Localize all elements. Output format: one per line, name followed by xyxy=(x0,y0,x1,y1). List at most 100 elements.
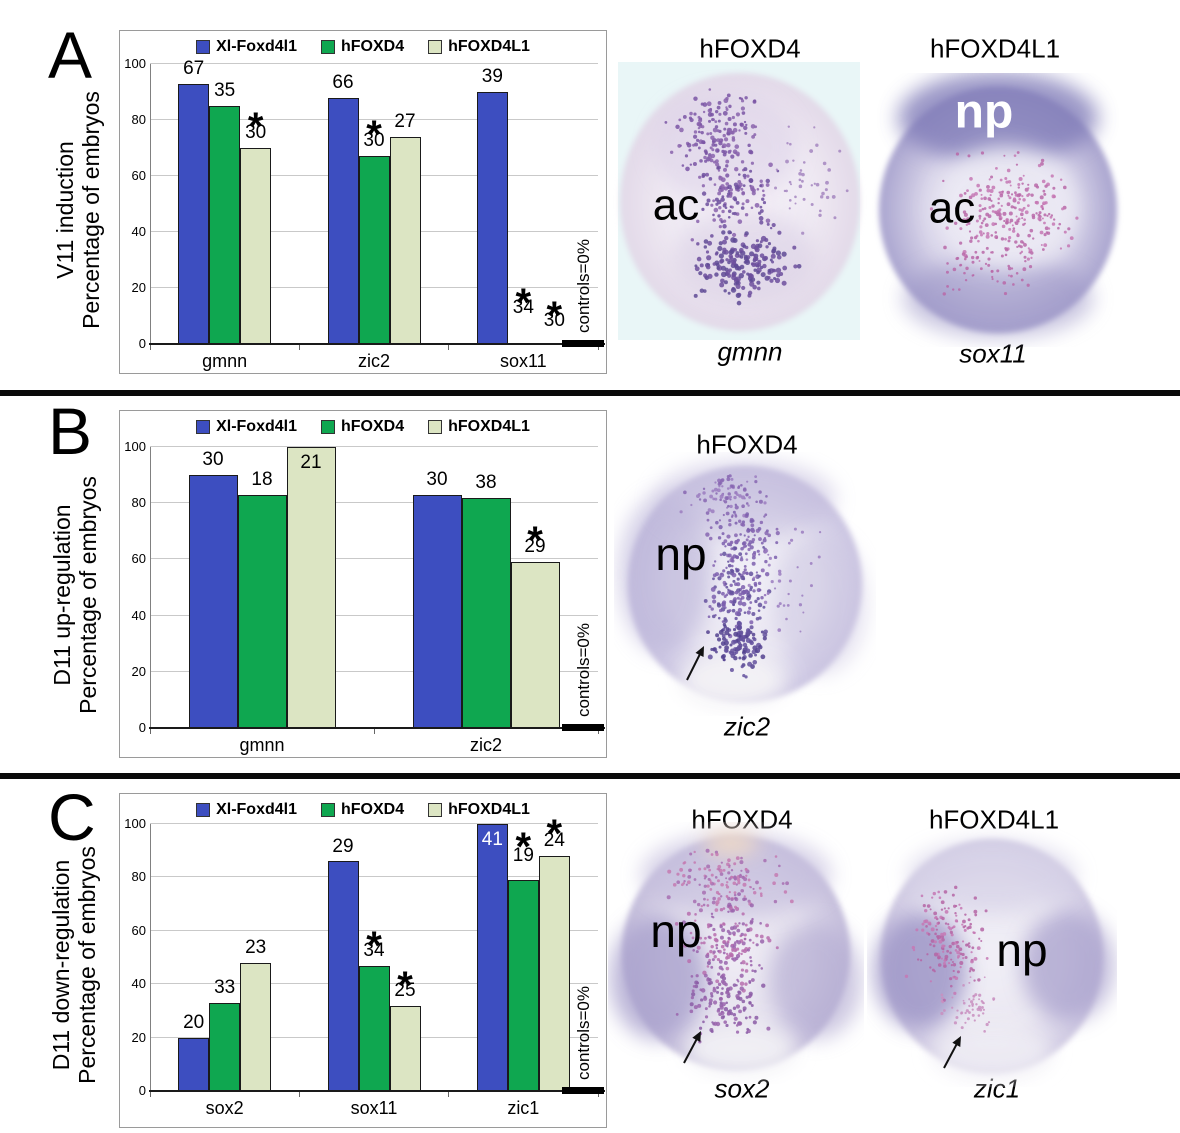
legend-item: hFOXD4L1 xyxy=(428,418,530,436)
embryo-caption-a2: sox11 xyxy=(959,338,1027,369)
bar-value-label: 20 xyxy=(183,1011,205,1033)
y-axis-label-b-line1: D11 up-regulation xyxy=(49,504,75,686)
legend-label: hFOXD4L1 xyxy=(448,801,530,818)
bar-hFOXD4-sox11 xyxy=(358,965,390,1091)
y-axis-label-b-line2: Percentage of embryos xyxy=(75,476,101,714)
x-axis-line xyxy=(149,727,605,729)
bar-Xl-Foxd4l1-sox2 xyxy=(178,1037,210,1091)
bar-Xl-Foxd4l1-gmnn xyxy=(188,475,238,728)
y-axis-label-a-line1: V11 induction xyxy=(52,141,78,279)
significance-asterisk: * xyxy=(247,105,264,149)
embryo-title-c2: hFOXD4L1 xyxy=(928,804,1060,835)
x-axis-line xyxy=(149,1090,605,1092)
bar-Xl-Foxd4l1-gmnn xyxy=(178,83,210,344)
x-axis-tick xyxy=(448,1092,450,1097)
legend-item: hFOXD4L1 xyxy=(428,38,530,56)
panel-letter-a: A xyxy=(48,18,93,92)
x-tick-label: zic2 xyxy=(357,351,390,371)
legend-label: hFOXD4L1 xyxy=(448,38,530,55)
x-axis-tick xyxy=(597,729,599,734)
y-axis-label-c: D11 down-regulation Percentage of embryo… xyxy=(48,846,100,1084)
panel-separator xyxy=(0,773,1180,779)
legend-label: hFOXD4L1 xyxy=(448,418,530,435)
legend-label: Xl-Foxd4l1 xyxy=(216,38,297,55)
y-axis-label-c-line2: Percentage of embryos xyxy=(74,846,100,1084)
bar-hFOXD4-zic1 xyxy=(507,880,539,1091)
x-axis-tick xyxy=(298,345,300,350)
legend-item: hFOXD4 xyxy=(320,801,404,819)
controls-zero-bar xyxy=(562,724,604,731)
bar-value-label: 34 xyxy=(512,297,534,318)
embryo-title-a1: hFOXD4 xyxy=(699,33,801,64)
bar-hFOXD4L1-zic2 xyxy=(510,562,560,728)
legend-swatch xyxy=(196,420,211,434)
significance-asterisk: * xyxy=(515,825,532,870)
y-axis-line xyxy=(150,447,151,728)
panel-letter-c: C xyxy=(48,780,96,854)
bar-hFOXD4-zic2 xyxy=(358,156,390,344)
legend-swatch xyxy=(428,803,443,817)
x-axis-tick xyxy=(448,345,450,350)
y-tick-label: 60 xyxy=(131,168,146,183)
bar-value-label: 30 xyxy=(245,122,267,143)
gridline xyxy=(150,670,598,672)
x-axis-line xyxy=(149,343,605,345)
y-tick-label: 100 xyxy=(124,439,146,454)
significance-asterisk: * xyxy=(366,923,382,968)
controls-note: controls=0% xyxy=(574,985,593,1081)
significance-asterisk: * xyxy=(546,811,563,856)
significance-asterisk: * xyxy=(546,294,563,338)
chart-legend: Xl-Foxd4l1 hFOXD4 hFOXD4L1 xyxy=(120,801,606,819)
bar-value-label: 38 xyxy=(475,471,497,493)
controls-zero-bar xyxy=(562,1087,604,1094)
x-axis-tick xyxy=(149,345,151,350)
legend-swatch xyxy=(320,40,335,54)
legend-item: Xl-Foxd4l1 xyxy=(196,801,297,819)
y-tick-label: 20 xyxy=(131,663,146,679)
bar-hFOXD4-sox2 xyxy=(209,1002,241,1091)
gridline xyxy=(150,446,598,447)
bar-hFOXD4L1-gmnn xyxy=(286,447,336,728)
chart-legend: Xl-Foxd4l1 hFOXD4 hFOXD4L1 xyxy=(120,418,606,436)
x-tick-label: sox11 xyxy=(499,351,547,371)
embryo-image-c0: np xyxy=(610,830,862,1075)
legend-label: Xl-Foxd4l1 xyxy=(216,418,297,435)
bar-value-label: 39 xyxy=(481,66,503,87)
gridline xyxy=(150,929,598,931)
bar-value-label: 35 xyxy=(214,80,236,101)
bar-value-label: 19 xyxy=(512,845,534,867)
y-tick-label: 80 xyxy=(131,495,146,511)
legend-swatch xyxy=(196,40,211,54)
y-axis-label-c-line1: D11 down-regulation xyxy=(48,859,74,1071)
bar-value-label: 30 xyxy=(426,468,448,490)
bar-hFOXD4L1-zic1 xyxy=(538,856,570,1091)
bar-hFOXD4L1-sox11 xyxy=(389,1005,421,1091)
bar-value-label: 24 xyxy=(543,830,565,852)
y-tick-label: 60 xyxy=(131,922,146,938)
bar-Xl-Foxd4l1-sox11 xyxy=(476,92,508,344)
plot-area: 67 66 39 35 30 * 34 * 30 * 27 30 * gmnn zic2 sox11 contr… xyxy=(149,58,605,371)
y-axis-label-a: V11 induction Percentage of embryos xyxy=(52,91,104,329)
panel-separator xyxy=(0,390,1180,396)
bar-value-label: 23 xyxy=(245,937,267,959)
y-axis-line xyxy=(150,64,151,344)
embryo-region-label-ac: ac xyxy=(653,181,699,230)
bar-value-label: 34 xyxy=(363,939,385,961)
legend-swatch xyxy=(428,40,443,54)
embryo-region-label-np: np xyxy=(655,528,706,580)
embryo-caption-c1: sox2 xyxy=(714,1073,770,1104)
gridline xyxy=(150,823,598,824)
bar-Xl-Foxd4l1-zic2 xyxy=(412,494,462,728)
bar-value-label: 29 xyxy=(332,835,354,857)
significance-asterisk: * xyxy=(515,281,532,326)
gridline xyxy=(150,63,598,64)
controls-zero-bar xyxy=(562,340,604,347)
controls-note: controls=0% xyxy=(574,238,593,334)
legend-swatch xyxy=(196,803,211,817)
legend-label: hFOXD4 xyxy=(340,38,405,55)
bar-chart-a: Xl-Foxd4l1 hFOXD4 hFOXD4L1 0 20 40 60 80 100 67 66… xyxy=(119,30,607,374)
x-tick-label: sox11 xyxy=(350,1098,398,1118)
bar-Xl-Foxd4l1-zic1 xyxy=(476,824,508,1091)
bar-value-label: 33 xyxy=(214,977,236,999)
y-axis-line xyxy=(150,824,151,1091)
